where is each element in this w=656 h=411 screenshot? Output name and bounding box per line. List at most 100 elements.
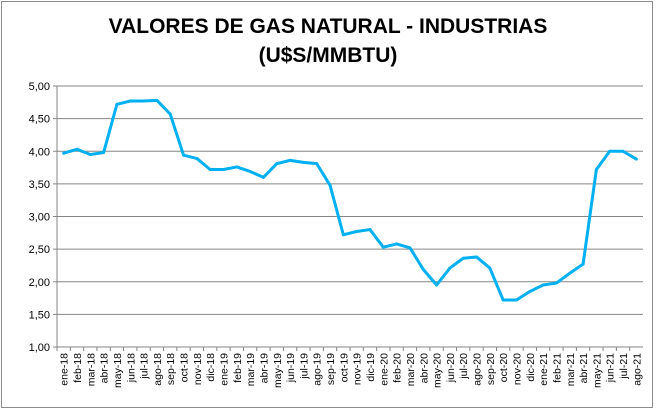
x-tick-label: dic-20 (525, 353, 537, 382)
x-tick-label: may-21 (591, 353, 603, 388)
data-point (461, 256, 465, 260)
data-point (288, 158, 292, 162)
x-tick-label: ago-19 (312, 353, 324, 386)
x-tick-label: jun-21 (605, 353, 617, 383)
x-tick-label: ene-21 (538, 353, 550, 386)
data-point (435, 283, 439, 287)
y-tick-label: 3,50 (29, 179, 50, 191)
x-tick-label: may-20 (432, 353, 444, 388)
data-point (168, 112, 172, 116)
data-point (315, 162, 319, 166)
data-point (594, 168, 598, 172)
x-tick-label: mar-19 (245, 353, 257, 386)
data-point (568, 271, 572, 275)
data-point (328, 183, 332, 187)
x-tick-label: may-18 (112, 353, 124, 388)
x-tick-label: feb-19 (232, 353, 244, 383)
x-tick-label: mar-18 (85, 353, 97, 386)
x-tick-label: ago-21 (631, 353, 643, 386)
x-tick-label: jun-20 (445, 353, 457, 383)
x-tick-label: mar-20 (405, 353, 417, 386)
x-tick-label: jun-19 (285, 353, 297, 383)
x-tick-label: jul-20 (458, 353, 470, 380)
chart-title-line-1: VALORES DE GAS NATURAL - INDUSTRIAS (108, 15, 548, 38)
x-tick-label: nov-18 (192, 353, 204, 385)
data-point (581, 262, 585, 266)
data-point (248, 169, 252, 173)
x-tick-label: ene-20 (378, 353, 390, 386)
x-tick-label: jul-21 (618, 353, 630, 380)
data-point (355, 230, 359, 234)
data-point (195, 156, 199, 160)
x-tick-label: ene-18 (59, 353, 71, 386)
data-point (634, 157, 638, 161)
x-tick-label: dic-19 (365, 353, 377, 382)
data-point (501, 298, 505, 302)
data-point (381, 245, 385, 249)
data-point (554, 281, 558, 285)
data-point (621, 149, 625, 153)
data-point (235, 165, 239, 169)
x-tick-label: sep-18 (165, 353, 177, 385)
x-tick-label: jun-18 (125, 353, 137, 383)
y-tick-label: 4,50 (29, 114, 50, 126)
data-point (341, 233, 345, 237)
data-point (421, 267, 425, 271)
data-point (528, 290, 532, 294)
x-tick-label: oct-19 (338, 353, 350, 382)
chart-title: VALORES DE GAS NATURAL - INDUSTRIAS (U$S… (0, 12, 656, 70)
data-point (275, 162, 279, 166)
data-point (221, 168, 225, 172)
data-point (395, 242, 399, 246)
x-tick-label: mar-21 (565, 353, 577, 386)
x-tick-label: oct-20 (498, 353, 510, 382)
x-tick-label: abr-21 (578, 353, 590, 384)
data-point (142, 99, 146, 103)
data-point (261, 175, 265, 179)
data-point (608, 149, 612, 153)
x-tick-label: nov-20 (511, 353, 523, 385)
x-tick-label: abr-19 (258, 353, 270, 384)
data-point (182, 153, 186, 157)
x-tick-label: ene-19 (218, 353, 230, 386)
y-tick-label: 1,50 (29, 309, 50, 321)
data-point (408, 246, 412, 250)
y-tick-label: 4,00 (29, 146, 50, 158)
data-point (488, 266, 492, 270)
y-tick-label: 1,00 (29, 342, 50, 354)
data-point (88, 153, 92, 157)
x-tick-label: jul-19 (298, 353, 310, 380)
x-tick-label: sep-19 (325, 353, 337, 385)
data-point (155, 98, 159, 102)
data-point (475, 255, 479, 259)
x-tick-label: oct-18 (179, 353, 191, 382)
x-tick-label: feb-18 (72, 353, 84, 383)
y-tick-label: 3,00 (29, 212, 50, 224)
data-point (102, 151, 106, 155)
data-point (514, 298, 518, 302)
data-point (115, 102, 119, 106)
x-tick-label: feb-21 (551, 353, 563, 383)
data-point (62, 151, 66, 155)
x-tick-label: feb-20 (392, 353, 404, 383)
data-point (541, 283, 545, 287)
x-tick-label: may-19 (272, 353, 284, 388)
data-point (128, 99, 132, 103)
x-tick-label: jul-18 (139, 353, 151, 380)
y-tick-label: 2,00 (29, 277, 50, 289)
data-point (75, 147, 79, 151)
series-line (63, 98, 638, 302)
x-tick-label: abr-20 (418, 353, 430, 384)
data-point (301, 160, 305, 164)
x-tick-label: dic-18 (205, 353, 217, 382)
x-tick-label: ago-20 (472, 353, 484, 386)
x-tick-label: abr-18 (99, 353, 111, 384)
y-tick-label: 5,00 (29, 81, 50, 93)
chart-title-line-2: (U$S/MMBTU) (258, 44, 398, 67)
x-tick-label: ago-18 (152, 353, 164, 386)
data-point (368, 228, 372, 232)
x-tick-label: nov-19 (352, 353, 364, 385)
data-point (448, 266, 452, 270)
